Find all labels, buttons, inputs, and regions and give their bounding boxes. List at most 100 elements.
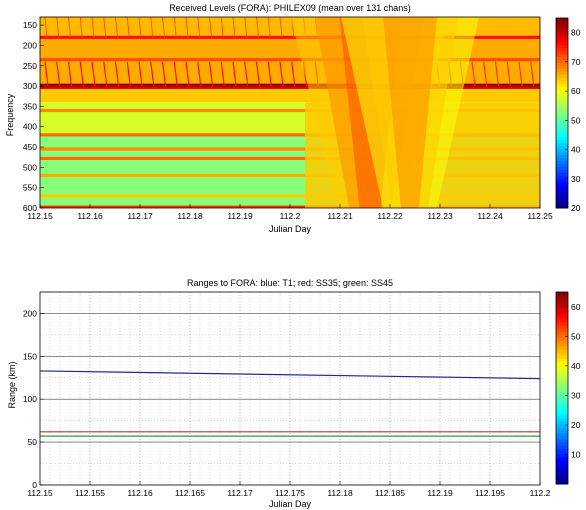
heatmap-colorbar-segment (556, 160, 568, 164)
heatmap-streak (150, 61, 155, 87)
heatmap-tonal-line (40, 35, 540, 39)
heatmap-x-tick-label: 112.21 (327, 211, 353, 221)
ranges-panel: Ranges to FORA: blue: T1; red: SS35; gre… (7, 278, 581, 509)
heatmap-streak (91, 61, 96, 87)
heatmap-colorbar-segment (556, 77, 568, 81)
heatmap-streak (115, 17, 118, 38)
heatmap-streak (244, 61, 249, 87)
heatmap-streak (79, 61, 84, 87)
heatmap-streak (173, 61, 178, 87)
heatmap-colorbar-segment (556, 80, 568, 84)
ranges-colorbar-segment (556, 367, 568, 371)
heatmap-colorbar-segment (556, 163, 568, 167)
heatmap-colorbar-segment (556, 193, 568, 197)
heatmap-colorbar-segment (556, 133, 568, 138)
ranges-colorbar-segment (556, 442, 568, 446)
ranges-plot-area (39, 292, 541, 485)
heatmap-colorbar-segment (556, 205, 568, 209)
heatmap-colorbar-segment (556, 184, 568, 188)
heatmap-colorbar-segment (556, 86, 568, 90)
ranges-colorbar-segment (556, 397, 568, 401)
ranges-x-tick-label: 112.195 (475, 488, 505, 498)
heatmap-streak (44, 61, 49, 87)
heatmap-streak (267, 61, 272, 87)
heatmap-streak (506, 61, 511, 87)
heatmap-colorbar-segment (556, 145, 568, 150)
heatmap-colorbar-segment (556, 65, 568, 69)
heatmap-streak (483, 61, 488, 87)
heatmap-tonal-line (40, 83, 540, 87)
heatmap-colorbar-segment (556, 130, 568, 135)
heatmap-colorbar-segment (556, 136, 568, 141)
heatmap-y-tick-label: 550 (23, 183, 37, 193)
ranges-colorbar-segment (556, 313, 568, 317)
ranges-colorbar-segment (556, 451, 568, 455)
heatmap-broadband-event (383, 17, 437, 208)
heatmap-x-tick-label: 112.23 (427, 211, 453, 221)
ranges-ylabel: Range (km) (7, 361, 17, 408)
ranges-colorbar-tick-label: 10 (571, 449, 581, 459)
heatmap-y-tick-label: 400 (23, 122, 37, 132)
ranges-colorbar-segment (556, 418, 568, 422)
heatmap-streak (150, 17, 154, 38)
ranges-colorbar-segment (556, 337, 568, 341)
heatmap-y-tick-label: 300 (23, 81, 37, 91)
ranges-x-tick-label: 112.18 (327, 488, 353, 498)
heatmap-xlabel: Julian Day (269, 224, 312, 234)
ranges-colorbar-segment (556, 349, 568, 353)
ranges-colorbar-segment (556, 472, 568, 476)
heatmap-colorbar-segment (556, 157, 568, 161)
ranges-colorbar-segment (556, 340, 568, 344)
heatmap-streak (208, 61, 214, 87)
heatmap-y-tick-label: 200 (23, 40, 37, 50)
heatmap-x-tick-label: 112.16 (77, 211, 103, 221)
ranges-colorbar-segment (556, 433, 568, 437)
heatmap-streak (279, 61, 284, 87)
ranges-colorbar-segment (556, 436, 568, 440)
heatmap-colorbar-segment (556, 95, 568, 99)
ranges-colorbar-segment (556, 466, 568, 470)
ranges-colorbar-segment (556, 469, 568, 473)
heatmap-streak (244, 17, 248, 38)
heatmap-colorbar-segment (556, 29, 568, 34)
ranges-x-tick-label: 112.19 (427, 488, 453, 498)
ranges-colorbar-segment (556, 364, 568, 368)
ranges-colorbar-segment (556, 298, 568, 302)
ranges-colorbar-segment (556, 427, 568, 431)
heatmap-colorbar-tick-label: 30 (571, 174, 581, 184)
ranges-x-tick-label: 112.17 (227, 488, 253, 498)
heatmap-streak (185, 17, 189, 38)
heatmap-colorbar-segment (556, 59, 568, 64)
heatmap-colorbar-segment (556, 115, 568, 120)
heatmap-colorbar-segment (556, 26, 568, 31)
heatmap-streak (161, 61, 167, 87)
ranges-colorbar-frame (555, 291, 569, 485)
heatmap-x-tick-label: 112.25 (527, 211, 553, 221)
ranges-colorbar-segment (556, 373, 568, 377)
ranges-colorbar-segment (556, 391, 568, 395)
heatmap-y-tick-label: 350 (23, 101, 37, 111)
heatmap-y-tick-label: 600 (23, 203, 37, 213)
heatmap-colorbar-segment (556, 166, 568, 170)
heatmap-streak (56, 17, 60, 38)
ranges-colorbar-segment (556, 352, 568, 356)
heatmap-colorbar-tick-label: 40 (571, 145, 581, 155)
heatmap-streak (494, 61, 500, 87)
heatmap-colorbar-segment (556, 202, 568, 206)
ranges-colorbar-segment (556, 331, 568, 335)
ranges-colorbar-segment (556, 439, 568, 443)
heatmap-tonal-line (40, 194, 540, 198)
heatmap-streak (220, 61, 225, 87)
heatmap-colorbar-segment (556, 169, 568, 173)
heatmap-colorbar-tick-label: 60 (571, 86, 581, 96)
heatmap-plot-area (40, 17, 540, 208)
heatmap-x-tick-label: 112.22 (377, 211, 403, 221)
heatmap-colorbar-segment (556, 83, 568, 87)
heatmap-tonal-line (40, 58, 540, 62)
heatmap-colorbar-segment (556, 127, 568, 132)
ranges-colorbar-segment (556, 325, 568, 329)
ranges-colorbar-segment (556, 301, 568, 305)
ranges-colorbar-segment (556, 448, 568, 452)
ranges-x-tick-label: 112.16 (127, 488, 153, 498)
